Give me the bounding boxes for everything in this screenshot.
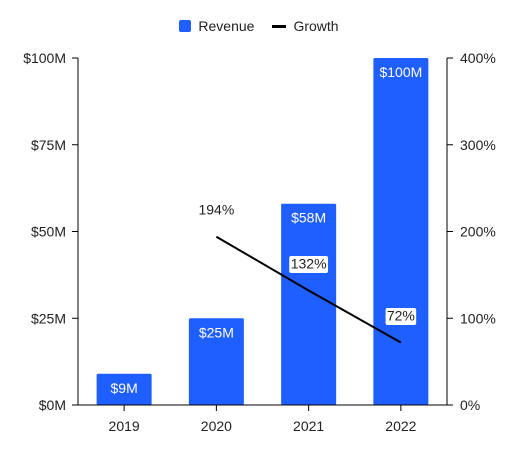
- y-right-tick-label: 300%: [460, 137, 496, 153]
- y-right-tick-label: 400%: [460, 50, 496, 66]
- growth-line: [215, 235, 402, 344]
- bar-value-label: $58M: [291, 210, 326, 226]
- x-tick-label: 2019: [109, 418, 140, 434]
- y-left-tick-label: $25M: [31, 310, 66, 326]
- y-left-tick-label: $50M: [31, 224, 66, 240]
- legend-revenue-swatch: [179, 20, 192, 32]
- growth-label-bg: [196, 202, 236, 220]
- bar-revenue-2019: [96, 373, 152, 405]
- y-left-tick-label: $75M: [31, 137, 66, 153]
- growth-label-bg: [385, 308, 417, 326]
- bar-revenue-2020: [188, 318, 244, 405]
- bar-value-label: $25M: [199, 324, 234, 340]
- x-tick-label: 2022: [385, 418, 416, 434]
- y-left-tick-label: $100M: [23, 50, 66, 66]
- bar-revenue-2021: [281, 203, 337, 405]
- growth-value-label: 132%: [291, 255, 327, 271]
- growth-label-bg: [289, 255, 329, 273]
- legend-growth-swatch: [272, 24, 287, 28]
- y-right-tick-label: 0%: [460, 397, 480, 413]
- bar-value-label: $9M: [111, 380, 138, 396]
- growth-value-label: 72%: [387, 308, 415, 324]
- legend-item-growth: Growth: [272, 18, 339, 34]
- y-left-tick-label: $0M: [39, 397, 66, 413]
- y-right-tick-label: 200%: [460, 224, 496, 240]
- growth-value-label: 194%: [198, 202, 234, 218]
- legend-item-revenue: Revenue: [179, 18, 254, 34]
- bar-revenue-2022: [373, 58, 429, 405]
- legend-revenue-label: Revenue: [198, 18, 255, 34]
- legend-growth-label: Growth: [293, 18, 339, 34]
- bar-value-label: $100M: [379, 64, 422, 80]
- y-right-tick-label: 100%: [460, 310, 496, 326]
- x-tick-label: 2021: [293, 418, 324, 434]
- x-tick-label: 2020: [201, 418, 232, 434]
- legend: Revenue Growth: [0, 18, 518, 34]
